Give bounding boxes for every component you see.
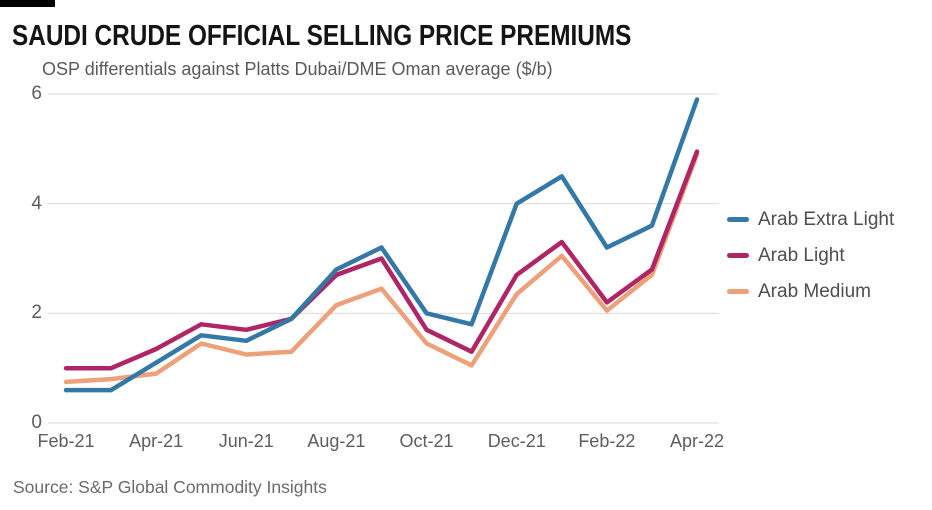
source-note: Source: S&P Global Commodity Insights [13, 477, 327, 497]
y-tick-label-0: 0 [31, 412, 42, 433]
y-tick-label-2: 2 [31, 302, 42, 324]
x-tick-label-jun-21: Jun-21 [218, 431, 274, 451]
legend-label-arab-medium: Arab Medium [758, 280, 871, 302]
x-tick-label-feb-22: Feb-22 [578, 431, 636, 451]
legend-label-arab-extra-light: Arab Extra Light [758, 208, 895, 230]
legend-label-arab-light: Arab Light [758, 244, 845, 266]
series-line-arab-light [63, 149, 700, 371]
legend-swatch-arab-medium [727, 289, 749, 294]
legend-item-arab-medium: Arab Medium [727, 280, 894, 303]
chart-title: SAUDI CRUDE OFFICIAL SELLING PRICE PREMI… [12, 20, 632, 52]
legend-item-arab-light: Arab Light [727, 244, 894, 267]
legend-swatch-arab-light [727, 253, 749, 258]
series-line-arab-medium [63, 152, 700, 385]
y-tick-label-4: 4 [31, 192, 42, 214]
x-tick-label-feb-21: Feb-21 [37, 431, 95, 451]
x-tick-label-dec-21: Dec-21 [487, 431, 546, 451]
x-tick-label-apr-21: Apr-21 [129, 431, 184, 451]
y-tick-label-6: 6 [31, 83, 42, 104]
legend: Arab Extra Light Arab Light Arab Medium [727, 208, 894, 316]
brand-marker-bar [0, 0, 55, 7]
legend-swatch-arab-extra-light [727, 217, 749, 222]
series-line-arab-extra-light [63, 97, 700, 393]
x-tick-label-apr-22: Apr-22 [669, 431, 725, 451]
chart-subtitle: OSP differentials against Platts Dubai/D… [42, 59, 553, 79]
x-tick-label-oct-21: Oct-21 [399, 431, 454, 451]
x-tick-label-aug-21: Aug-21 [307, 431, 366, 451]
legend-item-arab-extra-light: Arab Extra Light [727, 208, 894, 231]
